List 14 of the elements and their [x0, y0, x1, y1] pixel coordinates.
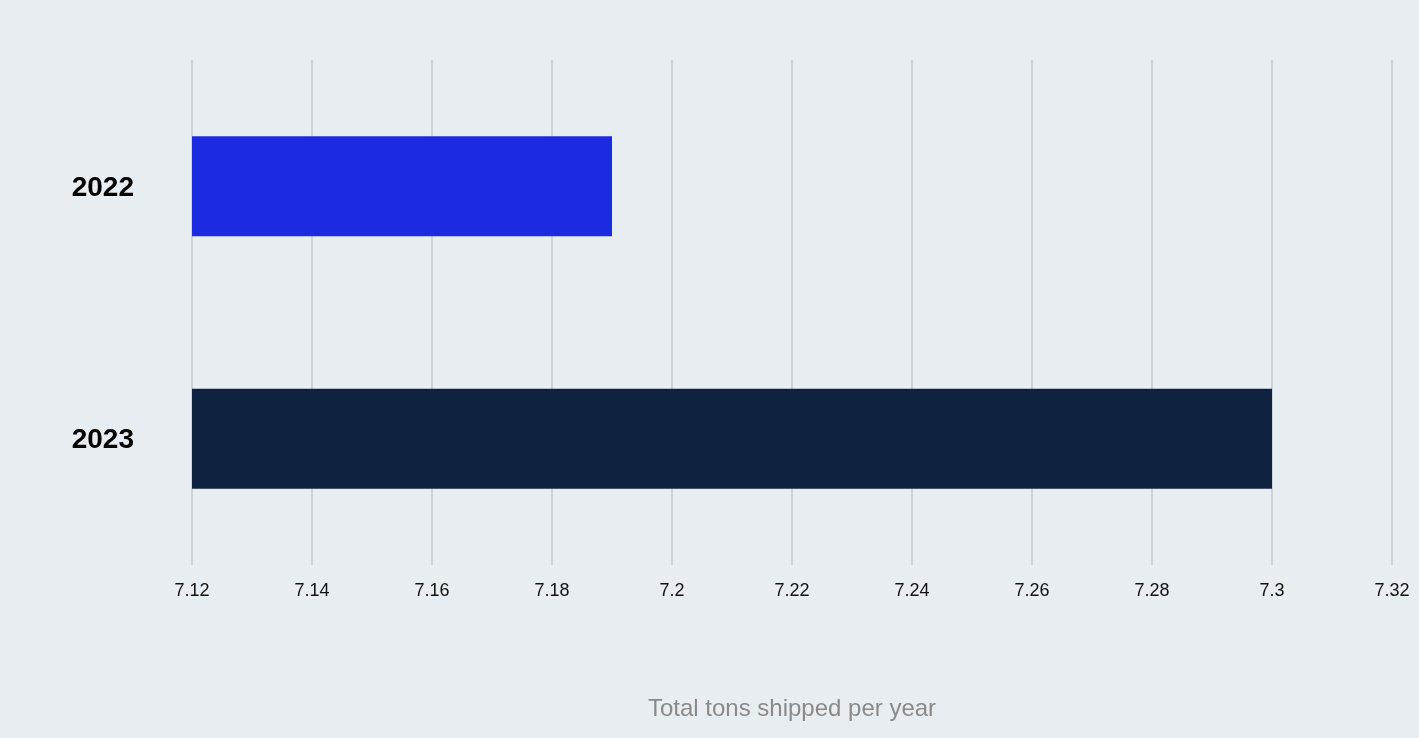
x-tick-label: 7.14	[294, 580, 330, 600]
x-axis-title: Total tons shipped per year	[647, 693, 937, 721]
x-tick-label: 7.18	[534, 580, 570, 600]
x-tick-label: 7.2	[659, 580, 685, 600]
y-tick-label: 2023	[71, 423, 134, 455]
y-tick-label: 2022	[71, 170, 134, 202]
x-tick-label: 7.3	[1259, 580, 1285, 600]
x-tick-label: 7.28	[1134, 580, 1170, 600]
x-tick-label: 7.22	[774, 580, 810, 600]
x-tick-label: 7.26	[1014, 580, 1050, 600]
x-tick-label: 7.16	[414, 580, 450, 600]
x-tick-label: 7.32	[1374, 580, 1410, 600]
x-tick-label: 7.24	[894, 580, 930, 600]
x-tick-label: 7.12	[174, 580, 210, 600]
